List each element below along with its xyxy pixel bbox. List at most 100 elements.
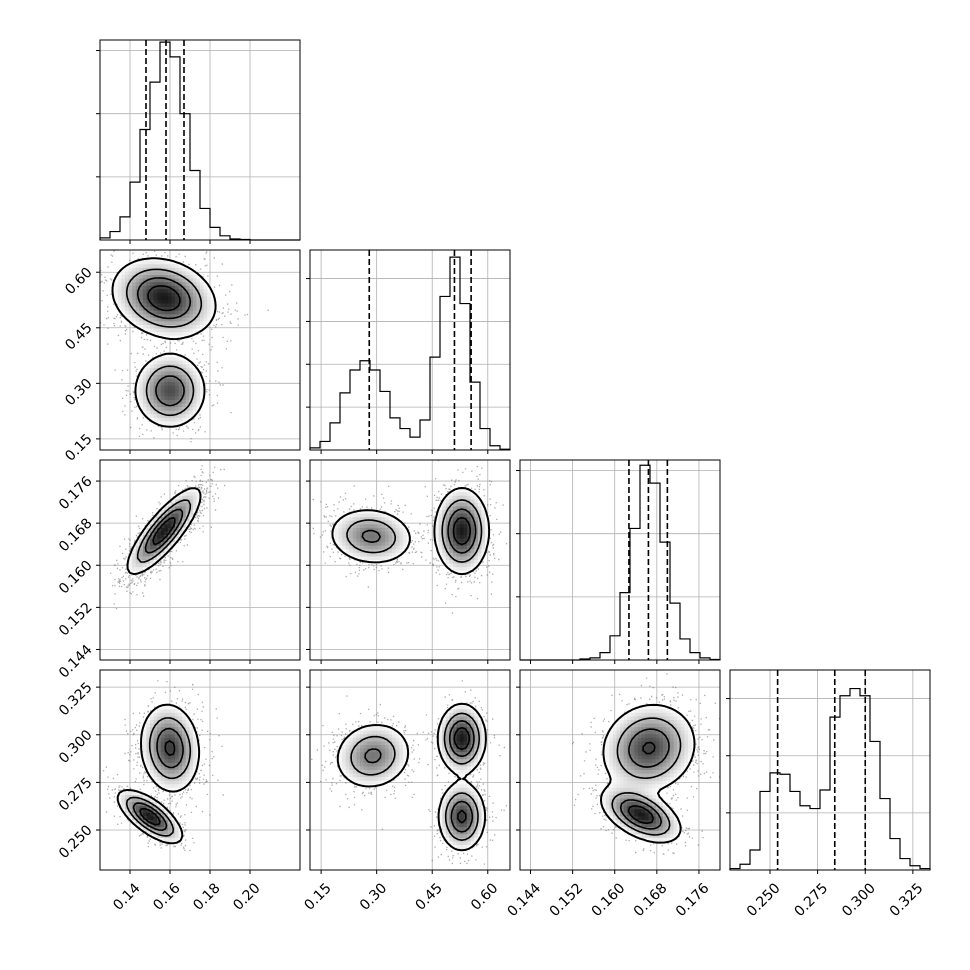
density-cell bbox=[360, 545, 365, 550]
density-cell bbox=[160, 332, 165, 337]
density-cell bbox=[175, 385, 180, 390]
density-cell bbox=[452, 716, 457, 721]
density-cell bbox=[196, 499, 201, 504]
density-cell bbox=[652, 805, 657, 810]
density-cell bbox=[445, 823, 450, 828]
density-cell bbox=[655, 723, 660, 728]
density-cell bbox=[684, 762, 689, 767]
density-cell bbox=[160, 720, 165, 725]
density-cell bbox=[616, 802, 621, 807]
density-cell bbox=[605, 734, 610, 739]
density-cell bbox=[634, 755, 639, 760]
density-cell bbox=[128, 802, 133, 807]
density-cell bbox=[132, 820, 137, 825]
density-cell bbox=[630, 780, 635, 785]
density-cell bbox=[673, 827, 678, 832]
density-cell bbox=[160, 524, 165, 529]
density-cell bbox=[474, 745, 479, 750]
density-cell bbox=[399, 527, 404, 532]
density-cell bbox=[612, 727, 617, 732]
density-cell bbox=[135, 275, 140, 280]
density-cell bbox=[178, 770, 183, 775]
density-cell bbox=[160, 830, 165, 835]
density-cell bbox=[182, 289, 187, 294]
density-cell bbox=[612, 770, 617, 775]
density-cell bbox=[160, 260, 165, 265]
density-cell bbox=[367, 538, 372, 543]
density-cell bbox=[395, 745, 400, 750]
density-cell bbox=[345, 737, 350, 742]
density-cell bbox=[388, 737, 393, 742]
density-cell bbox=[445, 737, 450, 742]
density-cell bbox=[185, 745, 190, 750]
density-cell bbox=[157, 552, 162, 557]
density-cell bbox=[406, 538, 411, 543]
density-cell bbox=[485, 527, 490, 532]
density-cell bbox=[135, 563, 140, 568]
density-cell bbox=[189, 325, 194, 330]
density-cell bbox=[171, 527, 176, 532]
density-cell bbox=[356, 748, 361, 753]
density-cell bbox=[641, 770, 646, 775]
density-cell bbox=[160, 510, 165, 515]
density-cell bbox=[637, 798, 642, 803]
density-cell bbox=[456, 787, 461, 792]
density-cell bbox=[171, 506, 176, 511]
histogram-step-3 bbox=[729, 687, 931, 870]
density-cell bbox=[687, 737, 692, 742]
density-cell bbox=[385, 755, 390, 760]
density-cell bbox=[470, 513, 475, 518]
density-cell bbox=[182, 499, 187, 504]
density-cell bbox=[605, 755, 610, 760]
density-cell bbox=[196, 392, 201, 397]
density-cell bbox=[178, 285, 183, 290]
density-cell bbox=[623, 745, 628, 750]
density-cell bbox=[164, 332, 169, 337]
density-cell bbox=[620, 755, 625, 760]
density-cell bbox=[157, 549, 162, 554]
density-cell bbox=[182, 314, 187, 319]
density-cell bbox=[449, 759, 454, 764]
density-cell bbox=[460, 770, 465, 775]
density-cell bbox=[178, 303, 183, 308]
density-cell bbox=[395, 531, 400, 536]
density-cell bbox=[171, 310, 176, 315]
density-cell bbox=[385, 524, 390, 529]
density-cell bbox=[470, 712, 475, 717]
density-cell bbox=[146, 392, 151, 397]
density-cell bbox=[452, 549, 457, 554]
density-cell bbox=[178, 400, 183, 405]
density-cell bbox=[360, 759, 365, 764]
density-cell bbox=[445, 798, 450, 803]
density-cell bbox=[146, 535, 151, 540]
density-cell bbox=[666, 752, 671, 757]
density-cell bbox=[652, 834, 657, 839]
density-cell bbox=[445, 538, 450, 543]
density-cell bbox=[616, 780, 621, 785]
density-cell bbox=[192, 745, 197, 750]
density-cell bbox=[200, 292, 205, 297]
density-cell bbox=[463, 716, 468, 721]
density-cell bbox=[666, 759, 671, 764]
density-cell bbox=[128, 267, 133, 272]
density-cell bbox=[467, 513, 472, 518]
density-cell bbox=[630, 723, 635, 728]
density-cell bbox=[171, 748, 176, 753]
density-cell bbox=[460, 705, 465, 710]
density-cell bbox=[670, 812, 675, 817]
density-cell bbox=[460, 812, 465, 817]
density-cell bbox=[630, 766, 635, 771]
density-cell bbox=[167, 264, 172, 269]
density-cell bbox=[659, 802, 664, 807]
contour-line-3 bbox=[152, 517, 176, 546]
density-cell bbox=[609, 791, 614, 796]
density-cell bbox=[438, 805, 443, 810]
density-cell bbox=[142, 378, 147, 383]
density-cell bbox=[360, 777, 365, 782]
density-cell bbox=[392, 759, 397, 764]
density-cell bbox=[381, 737, 386, 742]
density-cell bbox=[623, 827, 628, 832]
density-cell bbox=[609, 748, 614, 753]
density-cell bbox=[616, 795, 621, 800]
density-cell bbox=[363, 759, 368, 764]
